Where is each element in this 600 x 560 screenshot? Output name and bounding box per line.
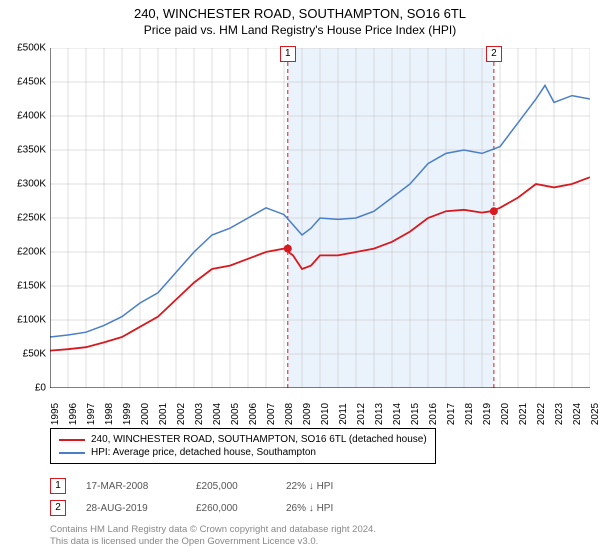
x-tick-label: 2007 <box>266 403 277 425</box>
sales-table: 1 17-MAR-2008 £205,000 22% ↓ HPI 2 28-AUG-201… <box>50 478 366 522</box>
x-tick-label: 2006 <box>248 403 259 425</box>
y-axis: £0£50K£100K£150K£200K£250K£300K£350K£400… <box>0 48 50 388</box>
legend-label: 240, WINCHESTER ROAD, SOUTHAMPTON, SO16 … <box>91 434 427 445</box>
x-tick-label: 2001 <box>158 403 169 425</box>
x-tick-label: 1997 <box>86 403 97 425</box>
x-tick-label: 2002 <box>176 403 187 425</box>
x-tick-label: 1999 <box>122 403 133 425</box>
sale-marker-label: 1 <box>280 46 296 62</box>
chart-plot-area: 12 <box>50 48 590 388</box>
x-tick-label: 2003 <box>194 403 205 425</box>
x-tick-label: 2010 <box>320 403 331 425</box>
attribution-line1: Contains HM Land Registry data © Crown c… <box>50 524 376 536</box>
sales-row: 1 17-MAR-2008 £205,000 22% ↓ HPI <box>50 478 366 494</box>
sales-price: £205,000 <box>196 481 266 492</box>
x-tick-label: 2016 <box>428 403 439 425</box>
x-tick-label: 2000 <box>140 403 151 425</box>
sales-price: £260,000 <box>196 503 266 514</box>
x-tick-label: 2011 <box>338 403 349 425</box>
y-tick-label: £50K <box>23 349 46 360</box>
y-tick-label: £400K <box>17 111 46 122</box>
x-tick-label: 2005 <box>230 403 241 425</box>
legend-label: HPI: Average price, detached house, Sout… <box>91 447 316 458</box>
legend: 240, WINCHESTER ROAD, SOUTHAMPTON, SO16 … <box>50 428 436 464</box>
x-tick-label: 2009 <box>302 403 313 425</box>
x-tick-label: 1995 <box>50 403 61 425</box>
legend-swatch <box>59 452 85 454</box>
y-tick-label: £300K <box>17 179 46 190</box>
x-axis: 1995 1996 1997 1998 1999 2000 2001 2002 2003 2004… <box>50 388 590 428</box>
x-tick-label: 2019 <box>482 403 493 425</box>
x-tick-label: 2014 <box>392 403 403 425</box>
attribution-line2: This data is licensed under the Open Gov… <box>50 536 376 548</box>
x-tick-label: 2023 <box>554 403 565 425</box>
x-tick-label: 2020 <box>500 403 511 425</box>
chart-subtitle: Price paid vs. HM Land Registry's House … <box>0 23 600 37</box>
x-tick-label: 2013 <box>374 403 385 425</box>
legend-swatch <box>59 439 85 441</box>
attribution: Contains HM Land Registry data © Crown c… <box>50 524 376 549</box>
chart-title: 240, WINCHESTER ROAD, SOUTHAMPTON, SO16 … <box>0 6 600 21</box>
x-tick-label: 2024 <box>572 403 583 425</box>
x-tick-label: 2022 <box>536 403 547 425</box>
x-tick-label: 2008 <box>284 403 295 425</box>
sales-row: 2 28-AUG-2019 £260,000 26% ↓ HPI <box>50 500 366 516</box>
sales-hpi: 26% ↓ HPI <box>286 503 366 514</box>
y-tick-label: £200K <box>17 247 46 258</box>
y-tick-label: £150K <box>17 281 46 292</box>
x-tick-label: 1996 <box>68 403 79 425</box>
sales-hpi: 22% ↓ HPI <box>286 481 366 492</box>
y-tick-label: £100K <box>17 315 46 326</box>
x-tick-label: 2004 <box>212 403 223 425</box>
y-tick-label: £350K <box>17 145 46 156</box>
sales-marker-icon: 2 <box>50 500 66 516</box>
legend-row: 240, WINCHESTER ROAD, SOUTHAMPTON, SO16 … <box>59 433 427 446</box>
sales-date: 28-AUG-2019 <box>86 503 176 514</box>
x-tick-label: 2018 <box>464 403 475 425</box>
x-tick-label: 1998 <box>104 403 115 425</box>
sales-marker-icon: 1 <box>50 478 66 494</box>
x-tick-label: 2017 <box>446 403 457 425</box>
x-tick-label: 2021 <box>518 403 529 425</box>
y-tick-label: £250K <box>17 213 46 224</box>
y-tick-label: £0 <box>35 383 46 394</box>
legend-row: HPI: Average price, detached house, Sout… <box>59 446 427 459</box>
sales-date: 17-MAR-2008 <box>86 481 176 492</box>
sale-marker-label: 2 <box>486 46 502 62</box>
y-tick-label: £500K <box>17 43 46 54</box>
x-tick-label: 2025 <box>590 403 600 425</box>
y-tick-label: £450K <box>17 77 46 88</box>
x-tick-label: 2012 <box>356 403 367 425</box>
x-tick-label: 2015 <box>410 403 421 425</box>
